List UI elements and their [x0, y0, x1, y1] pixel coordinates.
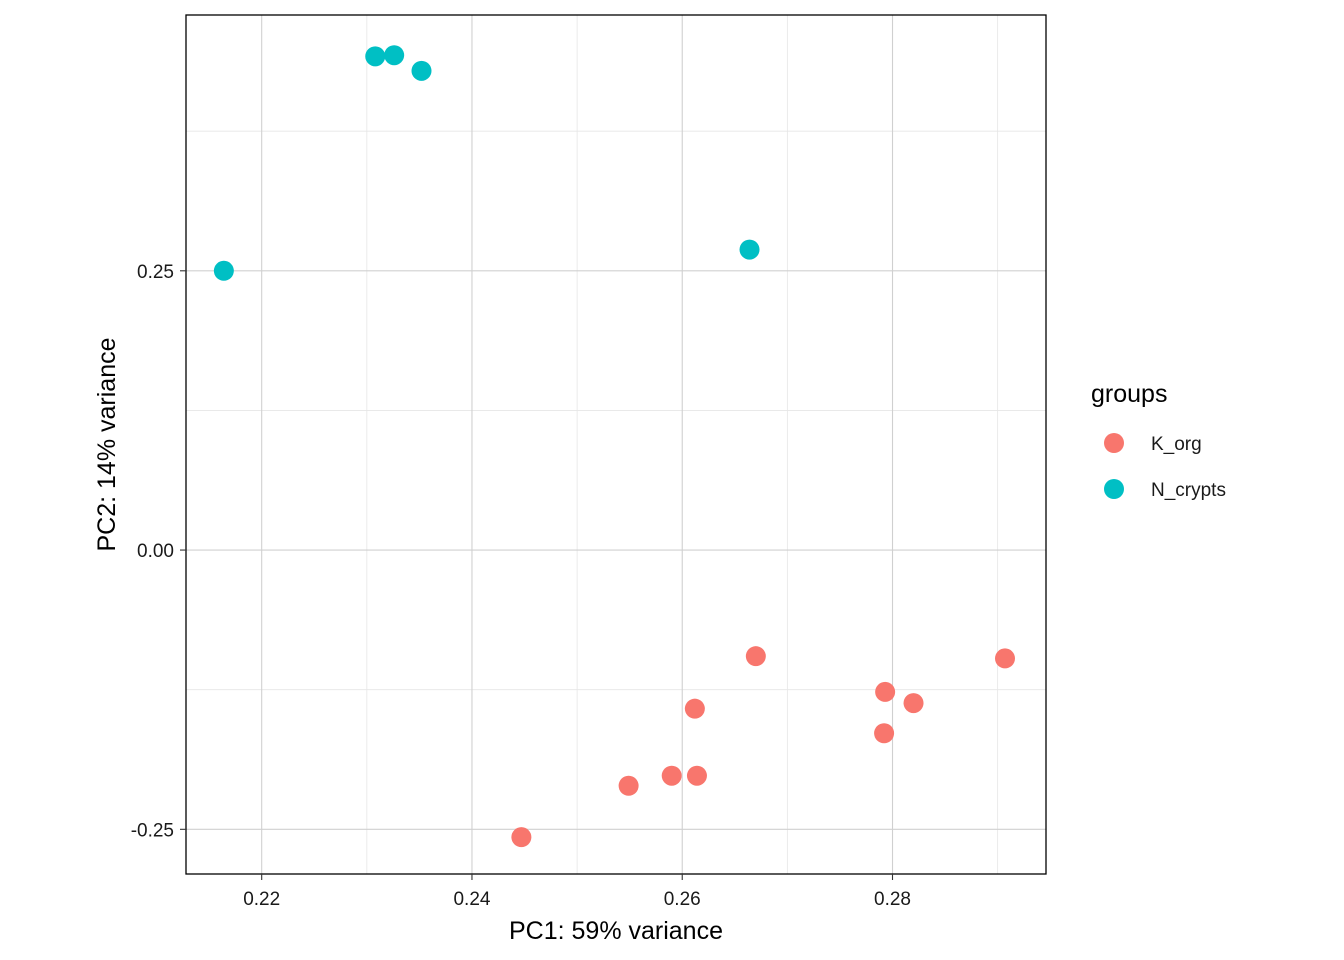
legend-label-n-crypts: N_crypts	[1151, 480, 1226, 501]
x-tick-label: 0.28	[874, 889, 911, 910]
x-tick-label: 0.26	[664, 889, 701, 910]
data-points	[213, 45, 1015, 848]
x-tick-label: 0.24	[453, 889, 490, 910]
point-k-org	[686, 765, 707, 786]
grid-lines	[186, 15, 1046, 874]
legend: groups K_org N_crypts	[1091, 380, 1226, 501]
point-n-crypts	[365, 46, 386, 67]
point-k-org	[511, 827, 532, 848]
x-tick-label: 0.22	[243, 889, 280, 910]
y-axis-title: PC2: 14% variance	[93, 337, 121, 551]
point-n-crypts	[213, 260, 234, 281]
y-tick-label: 0.00	[137, 541, 174, 562]
point-k-org	[875, 681, 896, 702]
legend-title: groups	[1091, 380, 1167, 408]
point-n-crypts	[384, 45, 405, 66]
legend-label-k-org: K_org	[1151, 434, 1202, 455]
y-tick-label: -0.25	[131, 820, 174, 841]
y-tick-label: 0.25	[137, 262, 174, 283]
legend-key-n-crypts	[1104, 479, 1124, 499]
point-k-org	[903, 693, 924, 714]
legend-key-k-org	[1104, 433, 1124, 453]
x-axis-title: PC1: 59% variance	[509, 917, 723, 945]
point-n-crypts	[739, 239, 760, 260]
point-k-org	[684, 698, 705, 719]
point-k-org	[618, 775, 639, 796]
axis-ticks: 0.22 0.24 0.26 0.28 -0.25 0.00 0.25	[131, 262, 911, 910]
point-k-org	[994, 648, 1015, 669]
point-k-org	[874, 723, 895, 744]
point-k-org	[745, 646, 766, 667]
point-k-org	[661, 765, 682, 786]
point-n-crypts	[411, 60, 432, 81]
panel-border	[185, 14, 1047, 875]
